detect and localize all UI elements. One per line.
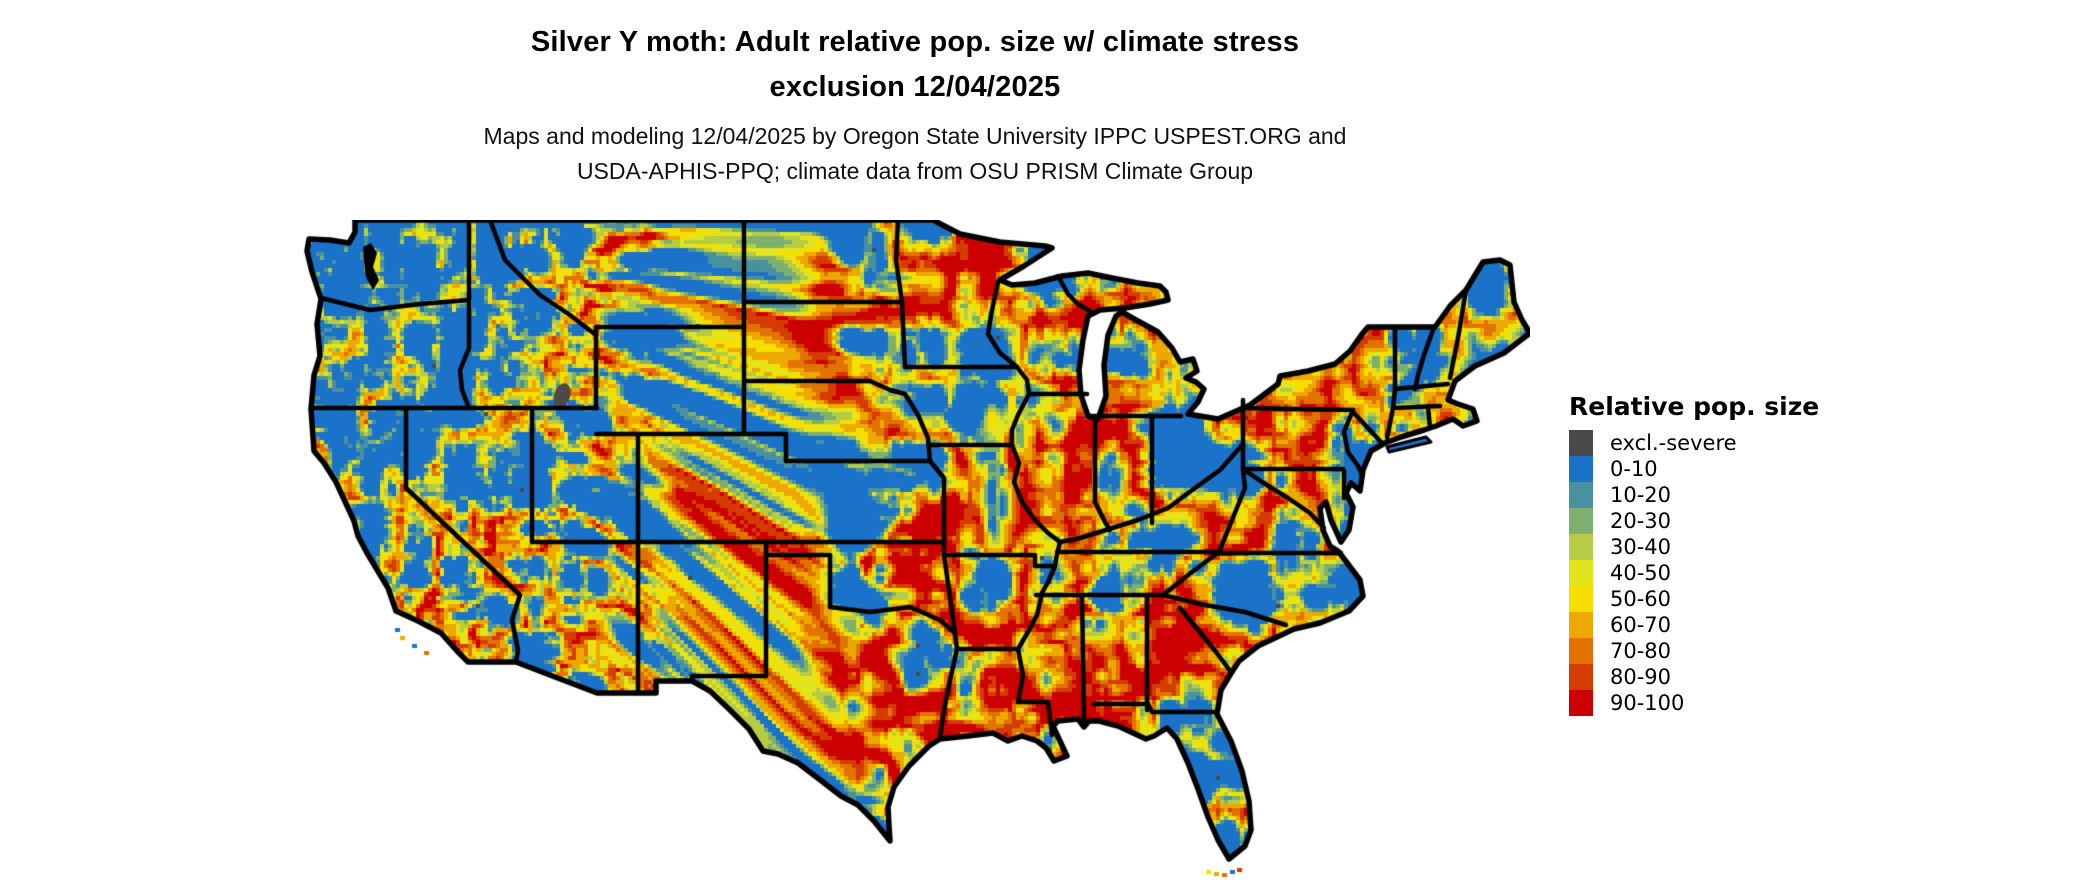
legend-swatch (1569, 508, 1593, 534)
legend-title: Relative pop. size (1569, 392, 1820, 421)
legend-row: 30-40 (1569, 534, 1969, 560)
legend-label: 40-50 (1610, 561, 1672, 585)
subtitle-line-1: Maps and modeling 12/04/2025 by Oregon S… (483, 123, 1347, 149)
legend-label: 10-20 (1610, 483, 1672, 507)
legend-row: 20-30 (1569, 508, 1969, 534)
legend-label: 0-10 (1610, 457, 1658, 481)
legend-label: 30-40 (1610, 535, 1672, 559)
legend-swatch (1569, 664, 1593, 690)
legend-label: 70-80 (1610, 639, 1672, 663)
legend-swatch (1569, 534, 1593, 560)
legend-label: 50-60 (1610, 587, 1672, 611)
page-subtitle: Maps and modeling 12/04/2025 by Oregon S… (290, 119, 1540, 189)
legend-swatch (1569, 430, 1593, 456)
legend-row: 90-100 (1569, 690, 1969, 716)
legend-swatch (1569, 690, 1593, 716)
legend-swatch (1569, 638, 1593, 664)
legend-row: 70-80 (1569, 638, 1969, 664)
legend-row: 10-20 (1569, 482, 1969, 508)
legend-rows: excl.-severe 0-10 10-20 20-30 30-40 40-50 50-6… (1569, 430, 1969, 716)
legend-swatch (1569, 586, 1593, 612)
legend-swatch (1569, 560, 1593, 586)
legend-label: excl.-severe (1610, 431, 1737, 455)
legend-swatch (1569, 612, 1593, 638)
title-line-1: Silver Y moth: Adult relative pop. size … (530, 26, 1300, 58)
legend-row: 0-10 (1569, 456, 1969, 482)
legend-label: 80-90 (1610, 665, 1672, 689)
subtitle-line-2: USDA-APHIS-PPQ; climate data from OSU PR… (576, 158, 1254, 184)
legend-label: 20-30 (1610, 509, 1672, 533)
map-legend: Relative pop. size excl.-severe 0-10 10-20… (1569, 392, 1969, 716)
page-title: Silver Y moth: Adult relative pop. size … (290, 20, 1540, 110)
legend-row: excl.-severe (1569, 430, 1969, 456)
legend-label: 90-100 (1610, 691, 1685, 715)
legend-swatch (1569, 482, 1593, 508)
legend-row: 80-90 (1569, 664, 1969, 690)
legend-swatch (1569, 456, 1593, 482)
us-population-raster-map (300, 220, 1530, 890)
legend-label: 60-70 (1610, 613, 1672, 637)
legend-row: 40-50 (1569, 560, 1969, 586)
title-line-2: exclusion 12/04/2025 (769, 71, 1061, 103)
legend-row: 60-70 (1569, 612, 1969, 638)
legend-row: 50-60 (1569, 586, 1969, 612)
